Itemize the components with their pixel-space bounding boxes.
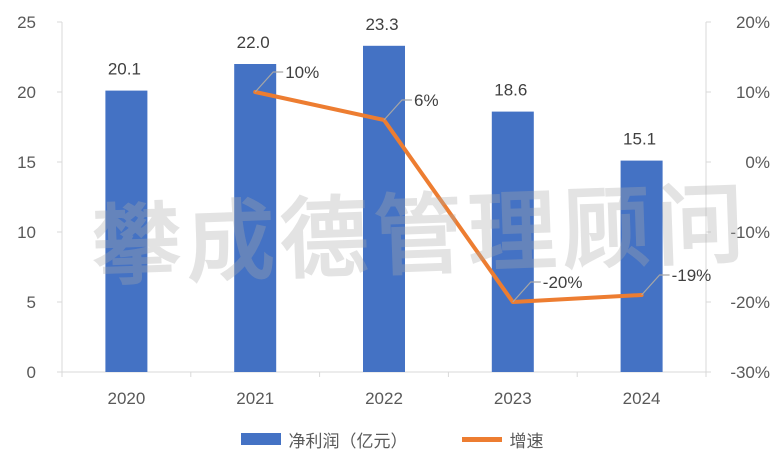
x-tick-label: 2023 [494,389,532,408]
y-left-tick-label: 10 [17,223,36,242]
growth-line [253,90,644,304]
bar [620,160,663,372]
y-left-tick-label: 15 [17,153,36,172]
bar-data-label: 22.0 [237,33,270,52]
legend: 净利润（亿元） 增速 [0,424,784,454]
bar-data-label: 15.1 [623,130,656,149]
line-label-leader [254,71,284,93]
y-right-tick-label: -30% [730,363,770,382]
legend-label-growth: 增速 [509,431,544,451]
line-data-label: 10% [285,63,319,82]
line-data-label: -20% [543,273,583,292]
y-left-tick-label: 5 [27,293,36,312]
y-right-tick-label: -20% [730,293,770,312]
bar-data-label: 18.6 [494,81,527,100]
legend-item-growth: 增速 [461,427,544,452]
line-data-label: -19% [672,266,712,285]
bar [491,111,534,372]
x-tick-label: 2024 [623,389,661,408]
y-left-tick-label: 20 [17,83,36,102]
y-right-tick-label: -10% [730,223,770,242]
y-left-tick-label: 25 [17,13,36,32]
bar-data-label: 20.1 [108,60,141,79]
y-right-tick-label: 10% [736,83,770,102]
legend-label-profit: 净利润（亿元） [288,431,408,451]
legend-item-profit: 净利润（亿元） [240,427,408,452]
bar [105,90,148,372]
bar-data-label: 23.3 [365,15,398,34]
y-left-tick-label: 0 [27,363,36,382]
line-label-leader [512,281,541,303]
legend-swatch-bar [240,433,281,445]
line-data-label: 6% [414,91,439,110]
bar [234,64,277,372]
x-tick-label: 2020 [107,389,145,408]
y-right-tick-label: 0% [745,153,770,172]
line-label-leader [641,274,670,296]
line-label-leader [383,99,412,121]
x-tick-label: 2022 [365,389,403,408]
bar [363,45,405,373]
y-right-tick-label: 20% [736,13,770,32]
x-tick-label: 2021 [236,389,274,408]
legend-swatch-line [461,436,502,442]
